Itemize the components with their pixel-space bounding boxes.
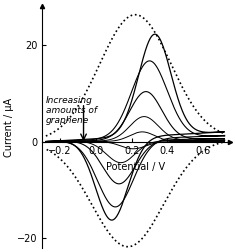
X-axis label: Potential / V: Potential / V: [106, 162, 166, 172]
Text: Increasing
amounts of
graphene: Increasing amounts of graphene: [46, 96, 97, 125]
Y-axis label: Current / μA: Current / μA: [4, 98, 14, 156]
